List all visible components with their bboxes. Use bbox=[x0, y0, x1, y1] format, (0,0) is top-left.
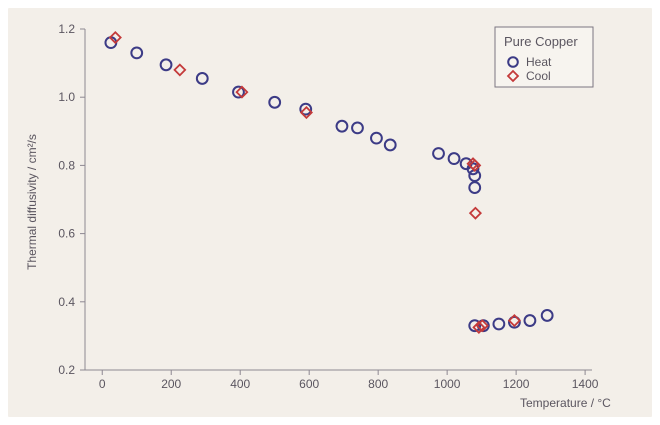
y-tick-label-0.4: 0.4 bbox=[58, 295, 75, 309]
data-point-heat-8 bbox=[351, 121, 364, 135]
data-point-cool-0 bbox=[108, 30, 122, 45]
x-tick-label-600: 600 bbox=[299, 377, 319, 391]
data-point-heat-4 bbox=[232, 85, 245, 99]
data-point-heat-7 bbox=[335, 119, 349, 133]
x-tick-label-200: 200 bbox=[161, 377, 181, 391]
x-tick-label-400: 400 bbox=[230, 377, 250, 391]
thermal-diffusivity-chart: 0 200 400 600 800 1000 1200 1400 0.2 0.4 0.6 0.8 1.… bbox=[25, 22, 611, 410]
x-tick-label-1400: 1400 bbox=[572, 377, 599, 391]
data-point-cool-6 bbox=[468, 206, 482, 220]
y-tick-label-1.0: 1.0 bbox=[58, 90, 75, 104]
data-point-heat-1 bbox=[130, 46, 144, 60]
x-tick-label-800: 800 bbox=[368, 377, 388, 391]
data-point-cool-1 bbox=[173, 63, 187, 77]
data-point-heat-10 bbox=[383, 138, 397, 152]
x-axis-label: Temperature / °C bbox=[520, 396, 611, 410]
legend-heat-marker bbox=[507, 56, 519, 68]
x-tick-label-0: 0 bbox=[99, 377, 106, 391]
series-layer bbox=[104, 30, 554, 334]
data-point-cool-9 bbox=[507, 313, 521, 328]
data-point-heat-20 bbox=[507, 315, 521, 329]
data-point-heat-5 bbox=[268, 95, 282, 109]
data-point-heat-17 bbox=[468, 319, 482, 333]
chart-panel: 0 200 400 600 800 1000 1200 1400 0.2 0.4 0.6 0.8 1.… bbox=[8, 8, 652, 417]
data-point-heat-11 bbox=[432, 147, 445, 160]
y-tick-label-0.2: 0.2 bbox=[58, 363, 75, 377]
y-axis-ticks: 0.2 0.4 0.6 0.8 1.0 1.2 bbox=[58, 22, 85, 377]
data-point-heat-14 bbox=[466, 162, 480, 176]
data-point-heat-21 bbox=[523, 314, 537, 327]
data-point-heat-22 bbox=[540, 309, 554, 322]
legend-cool-marker bbox=[506, 69, 520, 83]
data-point-heat-16 bbox=[468, 181, 482, 194]
data-point-heat-9 bbox=[370, 131, 383, 145]
y-axis-label: Thermal diffusivity / cm²/s bbox=[25, 134, 39, 270]
x-axis-ticks: 0 200 400 600 800 1000 1200 1400 bbox=[99, 370, 599, 391]
data-point-cool-5 bbox=[468, 158, 482, 172]
legend-title: Pure Copper bbox=[504, 34, 578, 49]
y-tick-label-1.2: 1.2 bbox=[58, 22, 75, 36]
legend-cool-label: Cool bbox=[526, 69, 551, 83]
legend: Pure Copper Heat Cool bbox=[494, 26, 594, 88]
legend-heat-label: Heat bbox=[526, 55, 552, 69]
x-tick-label-1200: 1200 bbox=[503, 377, 530, 391]
y-tick-label-0.8: 0.8 bbox=[58, 158, 75, 172]
data-point-cool-2 bbox=[235, 85, 249, 99]
x-tick-label-1000: 1000 bbox=[434, 377, 461, 391]
data-point-heat-6 bbox=[299, 102, 313, 116]
legend-item-heat: Heat bbox=[507, 55, 552, 69]
data-point-heat-12 bbox=[447, 152, 461, 165]
data-point-heat-19 bbox=[492, 317, 506, 331]
plot-area: 0 200 400 600 800 1000 1200 1400 0.2 0.4 0.6 0.8 1.… bbox=[58, 22, 598, 391]
series-cool bbox=[108, 30, 521, 334]
data-point-cool-8 bbox=[475, 319, 489, 333]
data-point-heat-3 bbox=[195, 72, 209, 85]
data-point-heat-2 bbox=[159, 58, 173, 72]
y-tick-label-0.6: 0.6 bbox=[58, 227, 75, 241]
legend-item-cool: Cool bbox=[506, 69, 551, 83]
series-heat bbox=[104, 36, 554, 333]
data-point-cool-7 bbox=[472, 320, 486, 334]
data-point-cool-3 bbox=[299, 105, 313, 120]
